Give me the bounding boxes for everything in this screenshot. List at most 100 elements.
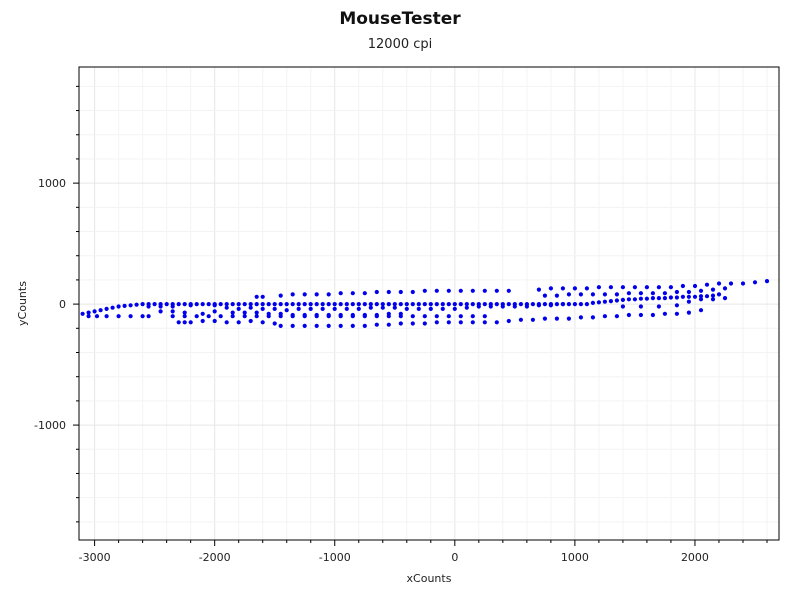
data-point <box>308 302 313 307</box>
data-point <box>608 285 614 290</box>
data-point <box>326 312 331 318</box>
data-point <box>674 289 680 295</box>
data-point <box>722 296 728 301</box>
x-tick-label: 0 <box>451 551 458 564</box>
data-point <box>434 288 439 293</box>
data-point <box>446 302 451 307</box>
x-tick-label: -2000 <box>199 551 231 564</box>
data-point <box>236 306 241 311</box>
data-point <box>278 302 283 307</box>
data-point <box>716 281 722 286</box>
data-point <box>644 296 650 301</box>
data-point <box>260 320 265 325</box>
data-point <box>752 280 758 285</box>
data-point <box>320 306 325 311</box>
data-point <box>530 317 536 322</box>
data-point <box>86 314 91 319</box>
data-point <box>656 285 662 290</box>
data-point <box>194 314 199 319</box>
data-point <box>410 314 415 319</box>
data-point <box>272 306 277 311</box>
data-point <box>416 306 421 311</box>
data-point <box>632 285 638 290</box>
data-point <box>710 293 716 298</box>
data-point <box>386 311 391 316</box>
data-point <box>140 314 145 319</box>
data-point <box>296 306 301 311</box>
data-point <box>290 292 295 297</box>
data-point <box>398 321 403 326</box>
data-point <box>146 304 151 309</box>
data-point <box>368 302 373 307</box>
data-point <box>356 306 361 311</box>
data-point <box>662 311 668 316</box>
data-point <box>650 296 656 301</box>
data-point <box>668 295 674 300</box>
data-point <box>314 312 319 318</box>
data-point <box>218 314 223 319</box>
data-point <box>662 291 668 296</box>
data-point <box>362 312 367 318</box>
data-point <box>686 294 692 299</box>
data-point <box>518 302 524 307</box>
data-point <box>542 316 548 321</box>
data-point <box>314 302 319 307</box>
data-point <box>212 303 217 308</box>
data-point <box>482 302 487 307</box>
data-point <box>434 320 439 325</box>
data-point <box>242 310 247 315</box>
data-point <box>254 310 259 315</box>
data-point <box>212 318 217 324</box>
data-point <box>560 302 566 307</box>
data-point <box>326 292 331 297</box>
x-tick-label: 1000 <box>561 551 589 564</box>
data-point <box>134 302 139 307</box>
data-point <box>92 309 97 314</box>
data-point <box>548 286 554 291</box>
data-point <box>182 310 187 315</box>
data-point <box>614 292 620 297</box>
data-point <box>596 285 602 290</box>
data-point <box>386 302 391 307</box>
data-point <box>464 305 469 310</box>
data-point <box>644 285 650 290</box>
data-point <box>338 302 343 307</box>
data-point <box>620 297 626 302</box>
data-point <box>266 302 271 307</box>
data-point <box>86 310 91 315</box>
data-point <box>212 309 217 314</box>
data-point <box>458 320 463 325</box>
data-point <box>380 302 385 307</box>
data-point <box>392 302 397 307</box>
data-point <box>614 298 620 303</box>
data-point <box>314 323 319 328</box>
data-point <box>404 302 409 307</box>
data-point <box>104 314 109 319</box>
data-point <box>164 302 169 307</box>
data-point <box>224 305 229 310</box>
data-point <box>578 315 584 320</box>
data-point <box>662 296 668 301</box>
data-point <box>344 302 349 307</box>
data-point <box>158 304 163 309</box>
data-point <box>692 294 698 299</box>
data-point <box>536 287 542 292</box>
data-point <box>584 302 590 307</box>
data-point <box>566 316 572 321</box>
data-point <box>602 292 608 297</box>
data-point <box>434 302 439 307</box>
data-point <box>94 314 100 319</box>
data-point <box>686 289 692 295</box>
data-point <box>362 302 367 307</box>
data-point <box>410 289 415 295</box>
data-point <box>302 312 307 318</box>
data-point <box>470 302 475 307</box>
data-point <box>398 289 403 295</box>
data-point <box>470 288 475 293</box>
data-point <box>128 314 133 319</box>
data-point <box>188 303 193 308</box>
data-point <box>560 286 566 291</box>
data-point <box>542 302 548 307</box>
chart-title: MouseTester <box>339 9 461 29</box>
